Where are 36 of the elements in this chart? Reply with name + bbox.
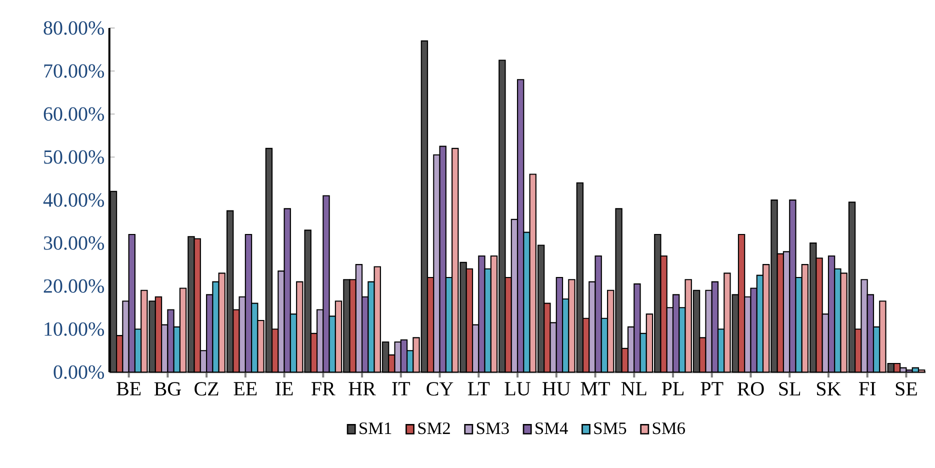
y-tick-label: 60.00% [44,107,104,121]
x-tick-label: CY [426,382,454,396]
legend-label: SM1 [360,422,392,434]
legend-label: SM5 [594,422,626,434]
x-tick-label: MT [580,382,610,396]
x-tick-label: HU [542,382,570,396]
x-tick-label: EE [234,382,257,396]
x-tick-label: SK [817,382,842,396]
x-tick-label: BG [154,382,181,396]
x-tick-label: NL [621,382,646,396]
x-tick-label: SE [896,382,917,396]
x-tick-label: LU [504,382,530,396]
legend-label: SM6 [652,422,685,434]
y-tick-label: 70.00% [44,64,104,78]
y-tick-label: 40.00% [43,193,104,207]
y-tick-label: 10.00% [44,322,104,336]
x-tick-label: IT [392,382,410,396]
x-tick-label: HR [348,382,376,396]
x-tick-label: SL [779,382,800,396]
legend-label: SM2 [418,422,450,434]
x-tick-label: PL [662,382,684,396]
legend-label: SM3 [476,422,509,434]
x-tick-label: RO [737,382,764,396]
x-tick-label: PT [700,382,724,396]
x-tick-label: LT [468,382,490,396]
x-tick-label: IE [276,382,293,396]
x-tick-label: FR [312,382,336,396]
y-tick-label: 30.00% [44,236,104,250]
y-tick-label: 20.00% [44,279,104,293]
y-tick-label: 50.00% [44,150,104,164]
y-tick-label: 80.00% [44,21,104,35]
y-tick-label: 0.00% [54,365,104,379]
x-tick-label: FI [859,382,876,396]
legend-label: SM4 [536,422,568,434]
x-tick-label: BE [116,382,141,396]
x-tick-label: CZ [194,382,218,396]
